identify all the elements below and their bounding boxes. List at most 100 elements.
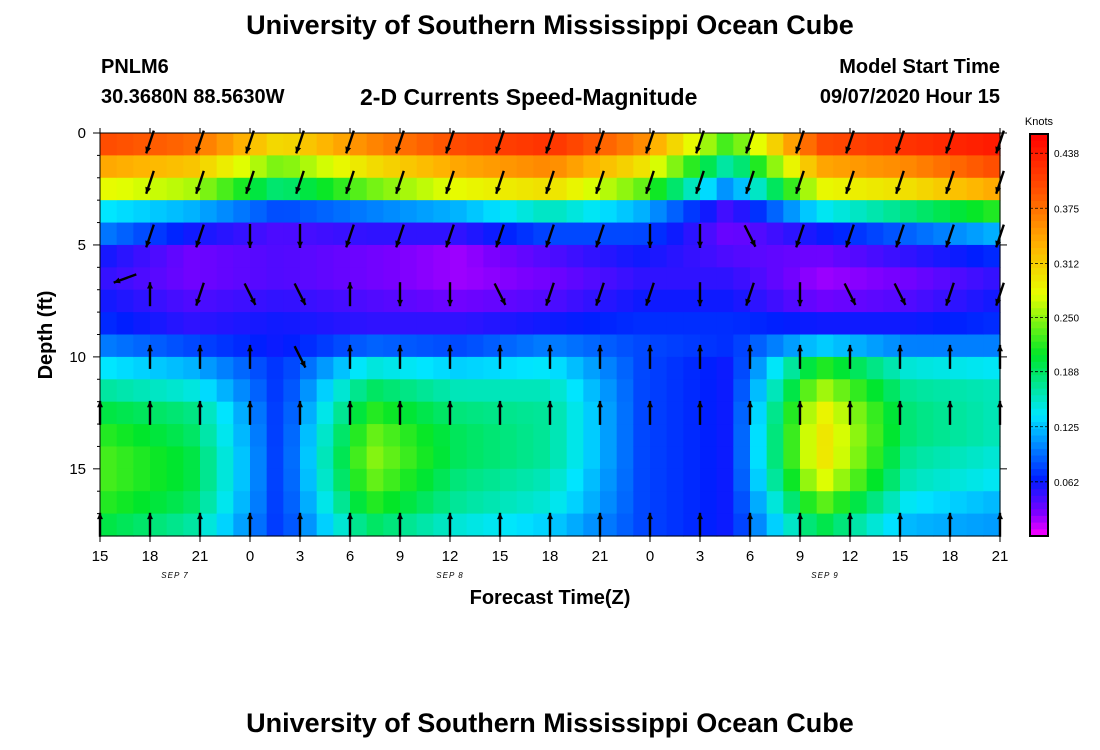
heatmap-cell	[333, 379, 351, 403]
heatmap-cell	[783, 379, 801, 403]
heatmap-cell	[283, 379, 301, 403]
current-arrow	[745, 170, 755, 195]
arrow-head	[695, 186, 702, 194]
heatmap-cell	[866, 312, 884, 336]
heatmap-cell	[766, 491, 784, 515]
heatmap-cell	[516, 222, 534, 246]
heatmap-cell	[550, 312, 568, 336]
heatmap-cell	[116, 468, 134, 492]
heatmap-cell	[800, 289, 818, 313]
heatmap-cell	[633, 200, 651, 224]
heatmap-cell	[216, 401, 234, 425]
heatmap-cell	[366, 446, 384, 470]
heatmap-cell	[650, 468, 668, 492]
heatmap-cell	[850, 379, 868, 403]
heatmap-cell	[333, 222, 351, 246]
heatmap-cell	[666, 312, 684, 336]
colorbar-swatch	[1030, 408, 1048, 416]
colorbar-swatch	[1030, 187, 1048, 195]
heatmap-cell	[400, 379, 418, 403]
heatmap-cell	[800, 133, 818, 156]
heatmap-cell	[250, 424, 268, 448]
heatmap-cell	[400, 424, 418, 448]
heatmap-cell	[633, 446, 651, 470]
x-tick-label: 0	[646, 548, 654, 565]
heatmap-cell	[983, 177, 1001, 201]
heatmap-cell	[316, 289, 334, 313]
heatmap-cell	[716, 200, 734, 224]
heatmap-cell	[983, 401, 1001, 425]
heatmap-cell	[383, 446, 401, 470]
arrow-head	[945, 146, 952, 154]
heatmap-cell	[833, 334, 851, 358]
heatmap-cell	[600, 446, 618, 470]
heatmap-cell	[600, 334, 618, 358]
heatmap-cell	[766, 222, 784, 246]
heatmap-cell	[400, 334, 418, 358]
x-tick-label: 6	[746, 548, 754, 565]
current-arrow	[397, 512, 403, 537]
arrow-head	[495, 240, 502, 248]
heatmap-cell	[483, 491, 501, 515]
heatmap-cell	[516, 446, 534, 470]
heatmap-cell	[983, 356, 1001, 380]
heatmap-cell	[400, 133, 418, 156]
heatmap-cell	[966, 491, 984, 515]
heatmap-cell	[600, 468, 618, 492]
current-arrow	[947, 512, 953, 537]
heatmap-cell	[416, 491, 434, 515]
colorbar-swatch	[1030, 154, 1048, 162]
heatmap-cell	[650, 491, 668, 515]
arrow-head	[495, 146, 502, 154]
colorbar-swatch	[1030, 522, 1048, 530]
heatmap-cell	[283, 289, 301, 313]
current-arrow	[595, 130, 605, 154]
arrow-head	[697, 512, 703, 520]
heatmap-cell	[750, 468, 768, 492]
current-arrow	[895, 130, 905, 154]
arrow-head	[299, 360, 306, 368]
heatmap-cell	[900, 289, 918, 313]
arrow-head	[345, 186, 352, 194]
heatmap-cell	[866, 446, 884, 470]
heatmap-cell	[433, 312, 451, 336]
heatmap-cell	[233, 513, 251, 537]
heatmap-cell	[583, 267, 601, 291]
heatmap-cell	[900, 200, 918, 224]
arrow-head	[945, 186, 952, 194]
model-start-label: Model Start Time	[839, 56, 1000, 78]
current-arrow	[493, 282, 507, 306]
heatmap-cell	[350, 379, 368, 403]
heatmap-cell	[533, 334, 551, 358]
heatmap-cell	[650, 177, 668, 201]
heatmap-cell	[516, 513, 534, 537]
heatmap-cell	[833, 222, 851, 246]
heatmap-cell	[716, 446, 734, 470]
colorbar-swatch	[1030, 328, 1048, 336]
heatmap-cell	[216, 468, 234, 492]
current-arrow	[847, 400, 853, 425]
heatmap-cell	[616, 446, 634, 470]
heatmap-cell	[350, 513, 368, 537]
heatmap-cell	[433, 177, 451, 201]
heatmap-cell	[916, 491, 934, 515]
heatmap-cell	[333, 200, 351, 224]
heatmap-cell	[166, 491, 184, 515]
heatmap-cell	[666, 379, 684, 403]
heatmap-cell	[566, 424, 584, 448]
current-arrow	[945, 130, 955, 154]
heatmap-cell	[250, 356, 268, 380]
arrow-head	[645, 186, 652, 194]
arrow-head	[545, 298, 552, 306]
heatmap-cell	[416, 155, 434, 179]
heatmap-cell	[383, 424, 401, 448]
heatmap-cell	[583, 334, 601, 358]
heatmap-cell	[116, 133, 134, 156]
heatmap-cell	[333, 401, 351, 425]
heatmap-cell	[433, 267, 451, 291]
colorbar-swatch	[1030, 462, 1048, 470]
heatmap-cell	[816, 133, 834, 156]
heatmap-cell	[833, 267, 851, 291]
heatmap-cell	[233, 155, 251, 179]
heatmap-cell	[900, 446, 918, 470]
